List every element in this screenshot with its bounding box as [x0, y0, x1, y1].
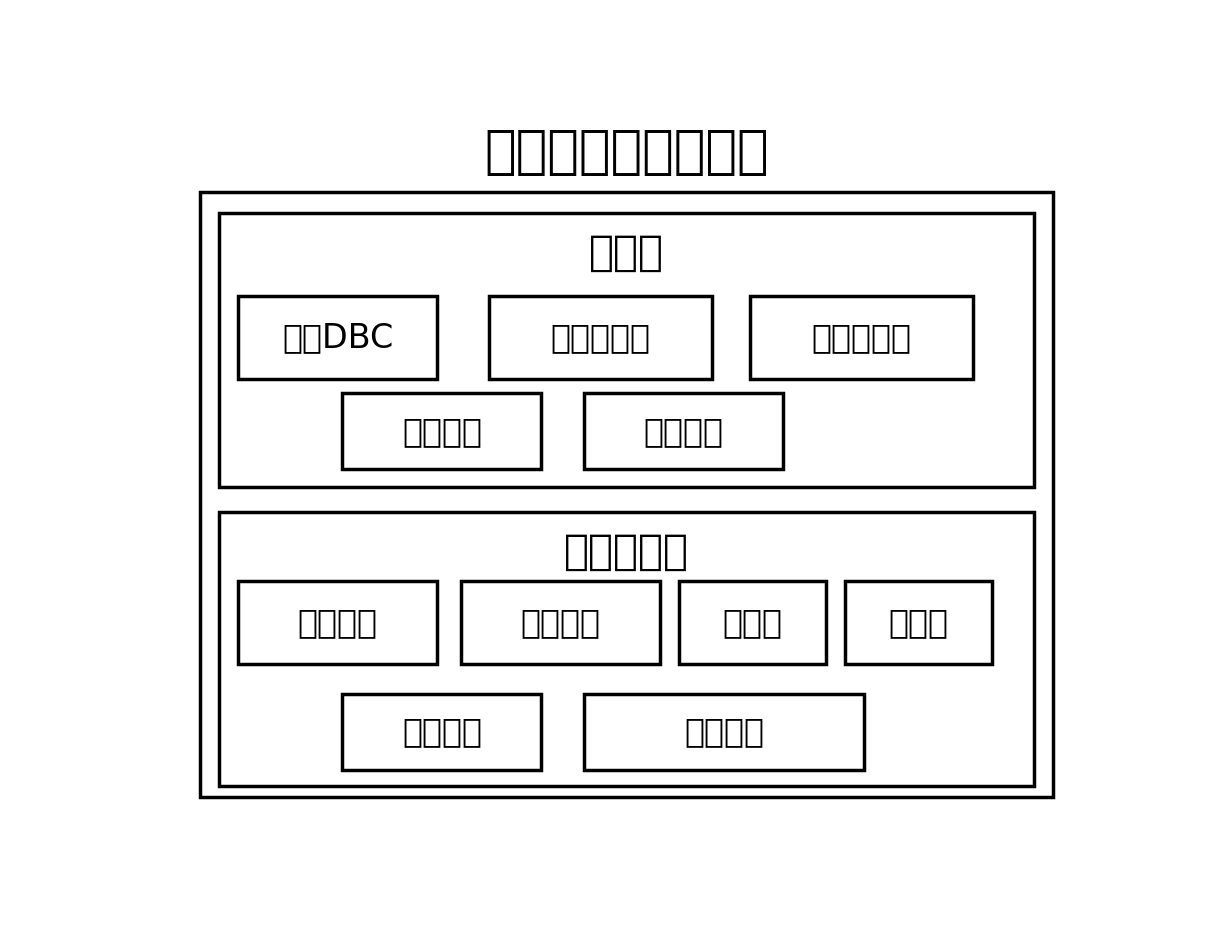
Bar: [238, 580, 438, 664]
Text: 测试指令: 测试指令: [297, 606, 378, 638]
Bar: [219, 512, 1035, 786]
Bar: [489, 296, 712, 379]
Text: 导出序列: 导出序列: [643, 415, 724, 447]
Bar: [219, 213, 1035, 487]
Text: 运算数: 运算数: [888, 606, 948, 638]
Bar: [342, 393, 542, 469]
Text: 工具栏: 工具栏: [589, 232, 664, 274]
Text: 添加测试项: 添加测试项: [550, 321, 651, 354]
Text: 测试延时: 测试延时: [402, 715, 482, 748]
Bar: [750, 296, 972, 379]
Text: 导入DBC: 导入DBC: [283, 321, 394, 354]
Text: 测试项元素: 测试项元素: [564, 531, 690, 573]
Text: 序列测试客户端软件: 序列测试客户端软件: [484, 126, 769, 178]
Text: 测试对象: 测试对象: [521, 606, 600, 638]
Text: 备注信息: 备注信息: [684, 715, 764, 748]
Bar: [461, 580, 660, 664]
Bar: [201, 192, 1053, 797]
Bar: [238, 296, 438, 379]
Text: 删除测试项: 删除测试项: [811, 321, 911, 354]
Bar: [585, 393, 783, 469]
Text: 语法检测: 语法检测: [402, 415, 482, 447]
Bar: [845, 580, 992, 664]
Bar: [679, 580, 826, 664]
Bar: [585, 694, 863, 769]
Bar: [342, 694, 542, 769]
Text: 运算符: 运算符: [723, 606, 783, 638]
